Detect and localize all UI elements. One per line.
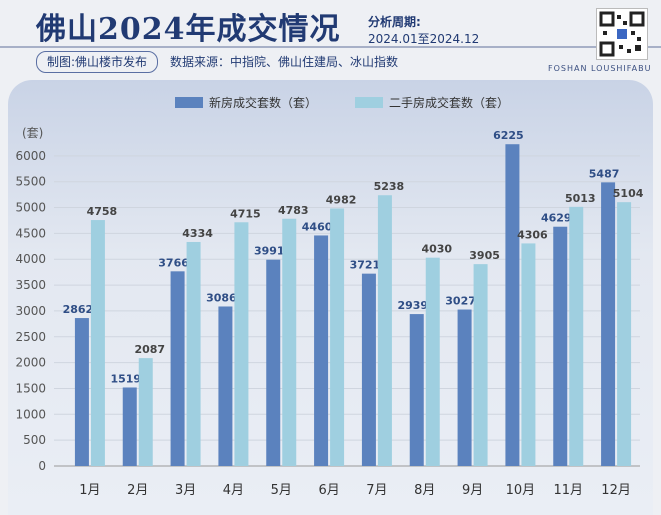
y-tick-label: 4000 [15, 252, 46, 266]
data-label: 4030 [421, 243, 452, 256]
x-tick-label: 8月 [414, 483, 435, 498]
bar [377, 195, 392, 466]
period-label: 分析周期: [368, 15, 421, 29]
data-label: 4783 [278, 204, 309, 217]
y-tick-label: 500 [23, 433, 46, 447]
bar [186, 241, 201, 466]
data-label: 3086 [206, 291, 237, 304]
y-tick-label: 3000 [15, 304, 46, 318]
bar [569, 206, 584, 466]
header: 佛山2024年成交情况 分析周期: 2024.01至2024.12 FOSHAN… [0, 0, 661, 80]
y-tick-label: 2000 [15, 356, 46, 370]
bar [457, 309, 472, 466]
data-label: 4982 [326, 193, 357, 206]
data-label: 4758 [87, 205, 118, 218]
bar [282, 218, 297, 466]
x-tick-label: 5月 [271, 483, 292, 498]
bars: 2862 4758 1519 2087 3766 4334 3086 4715 3991 4783… [63, 129, 644, 466]
data-label: 3766 [158, 256, 189, 269]
data-source: 数据来源：中指院、佛山住建局、冰山指数 [170, 55, 399, 69]
data-label: 2939 [397, 299, 428, 312]
y-tick-label: 3500 [15, 278, 46, 292]
bar [505, 144, 520, 466]
x-axis-labels: 1月 2月 3月 4月 5月 6月 7月 8月 9月 10月 11月 12月 [79, 483, 631, 498]
data-label: 5238 [374, 180, 405, 193]
data-label: 1519 [110, 372, 141, 385]
legend-swatch [175, 97, 203, 108]
bar [521, 243, 536, 466]
bar [425, 257, 440, 466]
x-tick-label: 1月 [79, 483, 100, 498]
data-label: 4334 [182, 227, 213, 240]
bar [617, 202, 632, 466]
data-label: 3991 [254, 245, 285, 258]
legend: 新房成交套数（套） 二手房成交套数（套） [175, 95, 509, 110]
legend-swatch [355, 97, 383, 108]
legend-label: 新房成交套数（套） [209, 95, 317, 110]
legend-label: 二手房成交套数（套） [389, 95, 509, 110]
data-label: 4629 [541, 212, 572, 225]
y-tick-label: 5000 [15, 201, 46, 215]
period-value: 2024.01至2024.12 [368, 32, 480, 46]
data-label: 3721 [350, 259, 381, 272]
qr-code-icon [596, 8, 648, 60]
y-tick-label: 2500 [15, 330, 46, 344]
x-tick-label: 3月 [175, 483, 196, 498]
data-label: 5487 [589, 167, 620, 180]
bar [409, 314, 424, 466]
page-title: 佛山2024年成交情况 [36, 12, 341, 47]
y-tick-label: 1500 [15, 381, 46, 395]
bar [266, 259, 281, 466]
x-tick-label: 6月 [318, 483, 339, 498]
data-label: 4715 [230, 207, 261, 220]
data-label: 3905 [469, 249, 500, 262]
y-tick-label: 0 [38, 459, 46, 473]
data-label: 4460 [302, 220, 333, 233]
x-tick-label: 9月 [462, 483, 483, 498]
bar [90, 220, 105, 466]
bar [601, 182, 616, 466]
brand-english: FOSHAN LOUSHIFABU [548, 64, 652, 73]
x-tick-label: 11月 [553, 483, 583, 498]
y-tick-label: 4500 [15, 226, 46, 240]
credit-badge: 制图:佛山楼市发布 [36, 51, 159, 73]
bar [314, 235, 329, 466]
x-tick-label: 12月 [601, 483, 631, 498]
bar [138, 358, 153, 466]
x-tick-label: 10月 [506, 483, 536, 498]
x-tick-label: 4月 [223, 483, 244, 498]
y-tick-label: 1000 [15, 407, 46, 421]
bar [330, 208, 345, 466]
bar [74, 318, 89, 466]
data-label: 5104 [613, 187, 644, 200]
header-divider [0, 46, 661, 48]
bar [170, 271, 185, 466]
data-label: 6225 [493, 129, 524, 142]
data-label: 2862 [63, 303, 94, 316]
data-label: 2087 [134, 343, 165, 356]
y-tick-label: 6000 [15, 149, 46, 163]
x-tick-label: 2月 [127, 483, 148, 498]
y-axis-ticks: 0 500 1000 1500 2000 2500 3000 3500 4000 4500 5000… [15, 149, 46, 473]
data-label: 3027 [445, 295, 476, 308]
y-tick-label: 5500 [15, 175, 46, 189]
bar [122, 387, 137, 466]
bar [218, 306, 233, 466]
bar [361, 273, 376, 466]
data-label: 4306 [517, 228, 548, 241]
bar [473, 264, 488, 466]
bar [553, 226, 568, 466]
x-tick-label: 7月 [366, 483, 387, 498]
data-label: 5013 [565, 192, 596, 205]
y-axis-label: (套) [22, 126, 43, 140]
bar [234, 222, 249, 466]
